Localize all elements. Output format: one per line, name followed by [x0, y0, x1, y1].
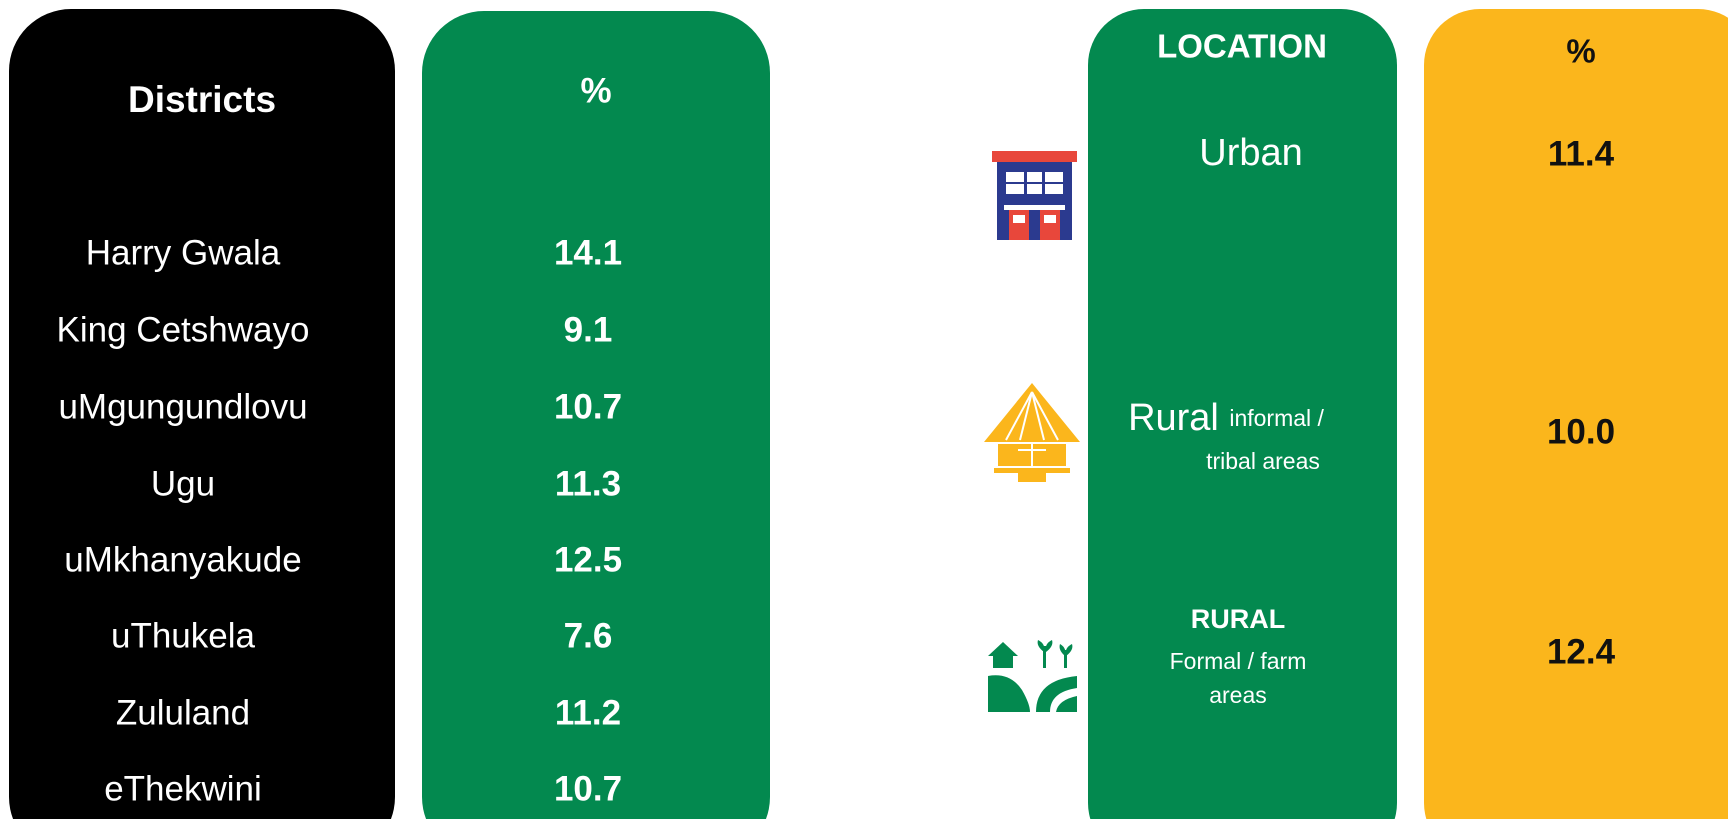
- location-name: Urban: [1199, 132, 1303, 174]
- location-note: tribal areas: [1206, 448, 1320, 474]
- location-values-panel: [1424, 9, 1728, 819]
- district-value: 9.1: [564, 310, 613, 349]
- district-name: Ugu: [151, 464, 215, 503]
- location-note: informal /: [1229, 405, 1324, 431]
- district-name: Harry Gwala: [86, 233, 281, 272]
- district-name: uMgungundlovu: [58, 387, 307, 426]
- district-name: uMkhanyakude: [64, 540, 301, 579]
- location-name: Rural: [1128, 397, 1219, 439]
- location-value: 10.0: [1547, 412, 1615, 451]
- urban-icon: [992, 151, 1077, 240]
- district-value: 10.7: [554, 769, 622, 808]
- location-name-line: Rural informal /: [1128, 397, 1324, 439]
- location-note: areas: [1209, 682, 1267, 708]
- location-value: 12.4: [1547, 632, 1616, 671]
- district-name: King Cetshwayo: [57, 310, 310, 349]
- district-name: uThukela: [111, 616, 256, 655]
- district-value: 10.7: [554, 387, 622, 426]
- location-panel: [1088, 9, 1397, 819]
- district-values-panel: [422, 11, 770, 819]
- district-value: 11.2: [555, 693, 621, 732]
- districts-panel: [9, 9, 395, 819]
- district-value: 11.3: [555, 464, 621, 503]
- location-value-header: %: [1566, 33, 1595, 70]
- district-value-header: %: [580, 71, 611, 110]
- location-note: Formal / farm: [1170, 648, 1307, 674]
- location-header: LOCATION: [1157, 28, 1327, 65]
- districts-header: Districts: [128, 79, 276, 120]
- location-name: RURAL: [1191, 604, 1286, 634]
- district-value: 12.5: [554, 540, 622, 579]
- district-rows: Harry Gwala 14.1 King Cetshwayo 9.1 uMgungun…: [57, 233, 623, 808]
- location-value: 11.4: [1548, 134, 1615, 173]
- district-name: Zululand: [116, 693, 250, 732]
- district-value: 7.6: [564, 616, 613, 655]
- district-value: 14.1: [554, 233, 622, 272]
- rural-informal-icon: [984, 383, 1080, 482]
- district-name: eThekwini: [104, 769, 262, 808]
- rural-formal-icon: [988, 640, 1077, 712]
